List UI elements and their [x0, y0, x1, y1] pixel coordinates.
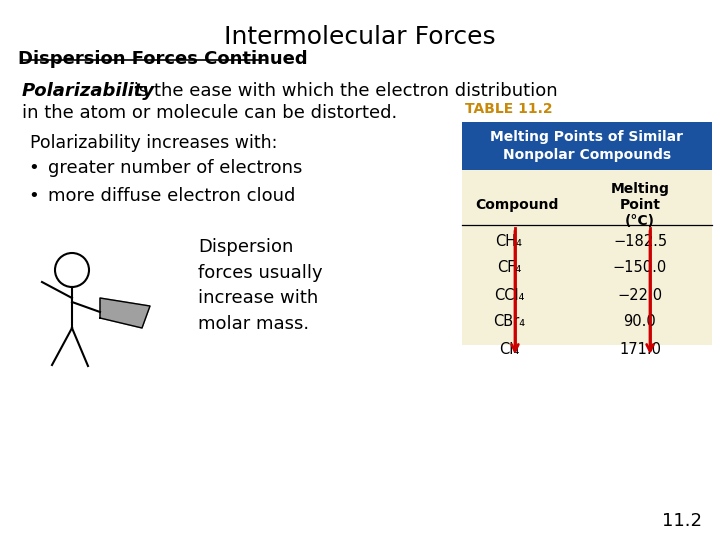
Text: in the atom or molecule can be distorted.: in the atom or molecule can be distorted…	[22, 104, 397, 122]
Text: Intermolecular Forces: Intermolecular Forces	[224, 25, 496, 49]
Text: CBr₄: CBr₄	[493, 314, 525, 329]
Text: 171.0: 171.0	[619, 341, 661, 356]
Text: Dispersion Forces Continued: Dispersion Forces Continued	[18, 50, 307, 68]
Text: more diffuse electron cloud: more diffuse electron cloud	[48, 187, 295, 205]
Text: Polarizability increases with:: Polarizability increases with:	[30, 134, 277, 152]
Text: Melting
Point
(°C): Melting Point (°C)	[611, 182, 670, 228]
Text: −182.5: −182.5	[613, 233, 667, 248]
Text: CF₄: CF₄	[497, 260, 521, 275]
Text: is the ease with which the electron distribution: is the ease with which the electron dist…	[128, 82, 557, 100]
Text: •: •	[28, 159, 39, 177]
Text: CCl₄: CCl₄	[494, 287, 524, 302]
Text: Compound: Compound	[475, 198, 559, 212]
Text: Polarizability: Polarizability	[22, 82, 155, 100]
Bar	[462, 122, 712, 170]
Text: TABLE 11.2: TABLE 11.2	[465, 102, 553, 116]
Polygon shape	[100, 298, 150, 328]
Text: Dispersion
forces usually
increase with
molar mass.: Dispersion forces usually increase with …	[198, 238, 323, 333]
Text: CH₄: CH₄	[495, 233, 523, 248]
Bar	[462, 170, 712, 345]
Text: 11.2: 11.2	[662, 512, 702, 530]
Text: greater number of electrons: greater number of electrons	[48, 159, 302, 177]
Text: CI₄: CI₄	[499, 341, 519, 356]
Text: −22.0: −22.0	[618, 287, 662, 302]
Text: −150.0: −150.0	[613, 260, 667, 275]
Text: Melting Points of Similar
Nonpolar Compounds: Melting Points of Similar Nonpolar Compo…	[490, 130, 683, 161]
Text: 90.0: 90.0	[624, 314, 657, 329]
Text: •: •	[28, 187, 39, 205]
